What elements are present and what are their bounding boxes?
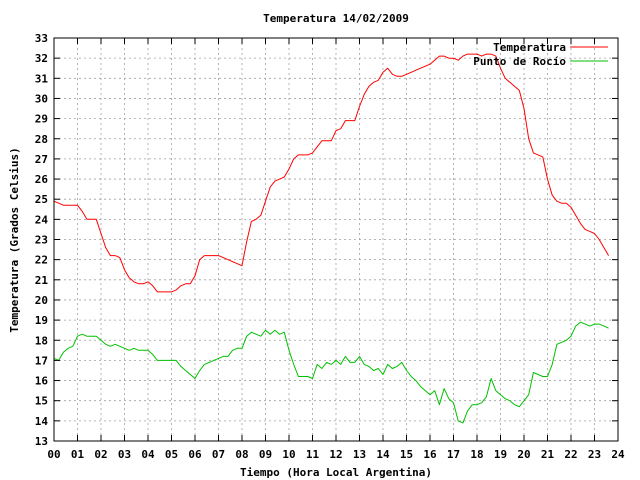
x-tick-label: 17 bbox=[447, 448, 460, 461]
chart-title: Temperatura 14/02/2009 bbox=[263, 12, 409, 25]
x-tick-label: 04 bbox=[141, 448, 155, 461]
series-line-temperatura bbox=[53, 53, 610, 293]
x-tick-label: 18 bbox=[470, 448, 483, 461]
y-tick-label: 21 bbox=[35, 274, 49, 287]
axis-ticks: 13 14 15 16 17 18 19 20 21 22 23 24 25 26 27 28 29 30 31 32… bbox=[35, 32, 625, 461]
grid bbox=[54, 38, 618, 441]
x-tick-label: 09 bbox=[259, 448, 272, 461]
x-tick-label: 20 bbox=[517, 448, 530, 461]
y-tick-label: 25 bbox=[35, 193, 48, 206]
legend-label-temperatura: Temperatura bbox=[493, 41, 566, 54]
y-tick-label: 33 bbox=[35, 32, 48, 45]
legend: Temperatura Punto de Rocío bbox=[473, 41, 608, 68]
y-tick-label: 27 bbox=[35, 153, 48, 166]
y-tick-label: 14 bbox=[35, 415, 49, 428]
x-tick-label: 08 bbox=[235, 448, 248, 461]
legend-label-punto-de-rocio: Punto de Rocío bbox=[473, 55, 566, 68]
x-tick-label: 19 bbox=[494, 448, 507, 461]
x-tick-label: 23 bbox=[588, 448, 601, 461]
series-line-punto-de-rocio bbox=[53, 321, 609, 424]
y-tick-label: 30 bbox=[35, 92, 48, 105]
y-tick-label: 24 bbox=[35, 213, 49, 226]
y-tick-label: 31 bbox=[35, 72, 49, 85]
y-tick-label: 22 bbox=[35, 254, 48, 267]
y-tick-label: 29 bbox=[35, 113, 48, 126]
y-tick-label: 23 bbox=[35, 234, 48, 247]
x-tick-label: 02 bbox=[94, 448, 107, 461]
y-tick-label: 26 bbox=[35, 173, 49, 186]
y-tick-label: 20 bbox=[35, 294, 48, 307]
y-tick-label: 32 bbox=[35, 52, 48, 65]
x-tick-label: 16 bbox=[423, 448, 437, 461]
x-tick-label: 13 bbox=[353, 448, 366, 461]
y-tick-label: 19 bbox=[35, 314, 48, 327]
x-tick-label: 22 bbox=[564, 448, 577, 461]
x-tick-label: 07 bbox=[212, 448, 225, 461]
x-tick-label: 00 bbox=[47, 448, 60, 461]
x-tick-label: 01 bbox=[71, 448, 85, 461]
series-group bbox=[53, 53, 610, 424]
x-tick-label: 06 bbox=[188, 448, 202, 461]
y-tick-label: 17 bbox=[35, 354, 48, 367]
x-tick-label: 05 bbox=[165, 448, 178, 461]
x-tick-label: 14 bbox=[376, 448, 390, 461]
x-tick-label: 24 bbox=[611, 448, 625, 461]
x-tick-label: 03 bbox=[118, 448, 131, 461]
x-tick-label: 21 bbox=[541, 448, 555, 461]
x-tick-label: 15 bbox=[400, 448, 413, 461]
y-axis-label: Temperatura (Grados Celsius) bbox=[8, 147, 21, 332]
y-tick-label: 28 bbox=[35, 133, 48, 146]
x-axis-label: Tiempo (Hora Local Argentina) bbox=[240, 466, 432, 479]
y-tick-label: 16 bbox=[35, 375, 49, 388]
y-tick-label: 15 bbox=[35, 395, 48, 408]
y-tick-label: 13 bbox=[35, 435, 48, 448]
x-tick-label: 11 bbox=[306, 448, 320, 461]
x-tick-label: 12 bbox=[329, 448, 342, 461]
y-tick-label: 18 bbox=[35, 334, 48, 347]
x-tick-label: 10 bbox=[282, 448, 295, 461]
